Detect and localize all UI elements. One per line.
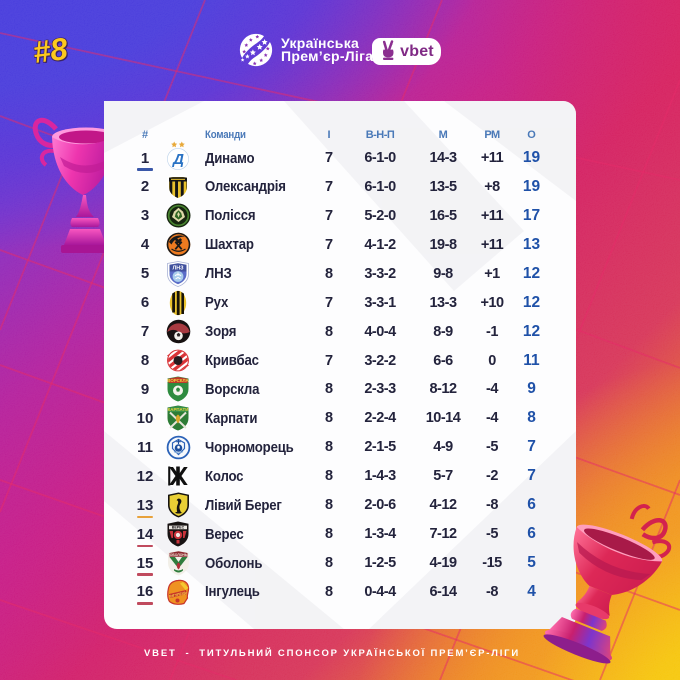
svg-text:ВЕРЕС: ВЕРЕС xyxy=(172,526,185,530)
svg-text:ВОРСКЛА: ВОРСКЛА xyxy=(167,378,189,383)
svg-text:ОБОЛОНЬ: ОБОЛОНЬ xyxy=(169,553,187,557)
svg-text:КАРПАТИ: КАРПАТИ xyxy=(168,407,189,412)
svg-text:ІНГУЛЕЦЬ: ІНГУЛЕЦЬ xyxy=(169,590,188,598)
svg-text:ЛНЗ: ЛНЗ xyxy=(172,265,184,271)
svg-text:Д: Д xyxy=(171,151,184,168)
